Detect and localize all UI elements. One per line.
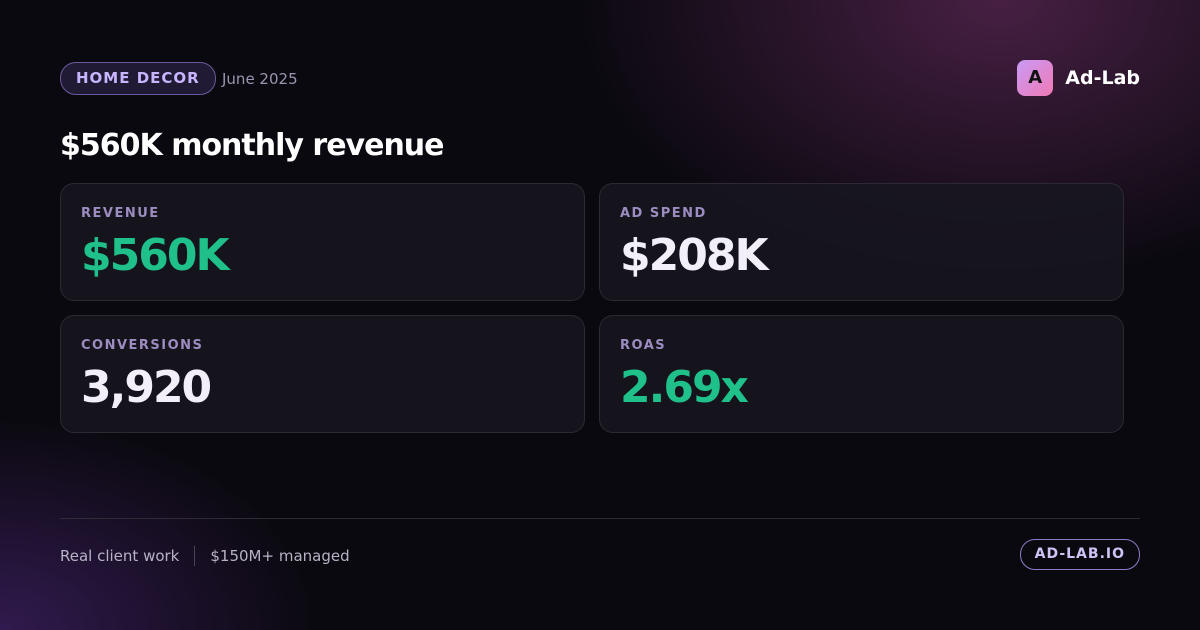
brand-icon: A (1017, 60, 1054, 96)
metric-label: ROAS (620, 338, 667, 353)
brand: A Ad-Lab (1017, 60, 1140, 96)
footer: Real client work $150M+ managed (60, 546, 350, 566)
metric-value: 3,920 (81, 362, 212, 413)
metric-card: AD SPEND $208K (599, 183, 1124, 301)
site-link[interactable]: AD-LAB.IO (1019, 539, 1140, 570)
category-tag: HOME DECOR (60, 62, 216, 95)
metric-card: CONVERSIONS 3,920 (60, 315, 585, 433)
metric-card: ROAS 2.69x (599, 315, 1124, 433)
date: June 2025 (222, 70, 298, 88)
footer-note: Real client work (60, 547, 180, 565)
title: $560K monthly revenue (60, 128, 445, 163)
metric-label: REVENUE (81, 206, 160, 221)
metric-label: CONVERSIONS (81, 338, 204, 353)
metric-value: $560K (81, 230, 230, 281)
metric-value: 2.69x (620, 362, 749, 413)
separator (194, 546, 196, 566)
metric-card: REVENUE $560K (60, 183, 585, 301)
divider (60, 518, 1140, 519)
metric-value: $208K (620, 230, 769, 281)
brand-name: Ad-Lab (1065, 67, 1140, 89)
footer-note: $150M+ managed (210, 547, 350, 565)
metric-label: AD SPEND (620, 206, 707, 221)
